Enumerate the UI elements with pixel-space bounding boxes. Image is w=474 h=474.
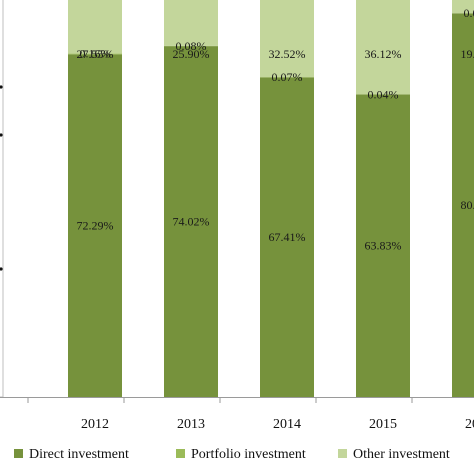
bar-direct-investment-2014 — [260, 77, 314, 398]
legend-swatch-direct-investment — [14, 449, 23, 458]
x-tick-label-2013: 2013 — [177, 417, 205, 432]
label-direct-2012: 72.29% — [77, 219, 114, 233]
x-tick-label-2014: 2014 — [273, 417, 301, 432]
label-direct-2015: 63.83% — [365, 239, 402, 253]
legend-label-other-investment: Other investment — [353, 447, 450, 462]
label-direct-2014: 67.41% — [269, 230, 306, 244]
label-other-2014: 32.52% — [269, 47, 306, 61]
bars-layer: 72.29% 0.16%27.55% 74.02% 0.08%25.90% 67.41%… — [0, 0, 474, 398]
label-other-2012: 27.55% — [77, 47, 114, 61]
legend-label-direct-investment: Direct investment — [29, 447, 129, 462]
bar-other-investment-2013 — [164, 0, 218, 46]
legend: Direct investment Portfolio investment Oth… — [14, 447, 450, 462]
label-other-2016: 19.02% — [461, 47, 474, 61]
label-direct-2013: 74.02% — [173, 215, 210, 229]
cropped-left-dot — [0, 85, 3, 89]
label-other-2015: 36.12% — [365, 47, 402, 61]
bar-direct-investment-2015 — [356, 94, 410, 397]
legend-swatch-other-investment — [338, 449, 347, 458]
cropped-left-bar — [0, 0, 4, 398]
label-portfolio-2012: 0.16% — [80, 47, 111, 61]
bar-direct-investment-2016 — [452, 13, 474, 398]
bar-other-investment-2015 — [356, 0, 410, 95]
x-tick-label-2012: 2012 — [81, 417, 109, 432]
bar-other-investment-2014 — [260, 0, 314, 78]
cropped-left-dot — [0, 133, 3, 137]
legend-label-portfolio-investment: Portfolio investment — [191, 447, 306, 462]
bar-direct-investment-2012 — [68, 54, 122, 398]
label-portfolio-2015: 0.04% — [368, 87, 399, 101]
bar-other-investment-2012 — [68, 0, 122, 54]
label-direct-2016: 80.94% — [461, 198, 474, 212]
bar-portfolio-investment-2012 — [68, 53, 122, 55]
x-tick-label-2015: 2015 — [369, 417, 397, 432]
cropped-left-dot — [0, 267, 3, 271]
legend-swatch-portfolio-investment — [176, 449, 185, 458]
axes-layer: 2012 2013 2014 2015 2016 — [0, 397, 474, 432]
x-tick-label-2016: 2016 — [465, 417, 474, 432]
label-portfolio-2014: 0.07% — [272, 70, 303, 84]
bar-direct-investment-2013 — [164, 46, 218, 397]
bar-other-investment-2016 — [452, 0, 474, 14]
label-other-2013: 25.90% — [173, 47, 210, 61]
label-portfolio-2013: 0.08% — [176, 39, 207, 53]
label-portfolio-2016: 0.03% — [464, 6, 474, 20]
